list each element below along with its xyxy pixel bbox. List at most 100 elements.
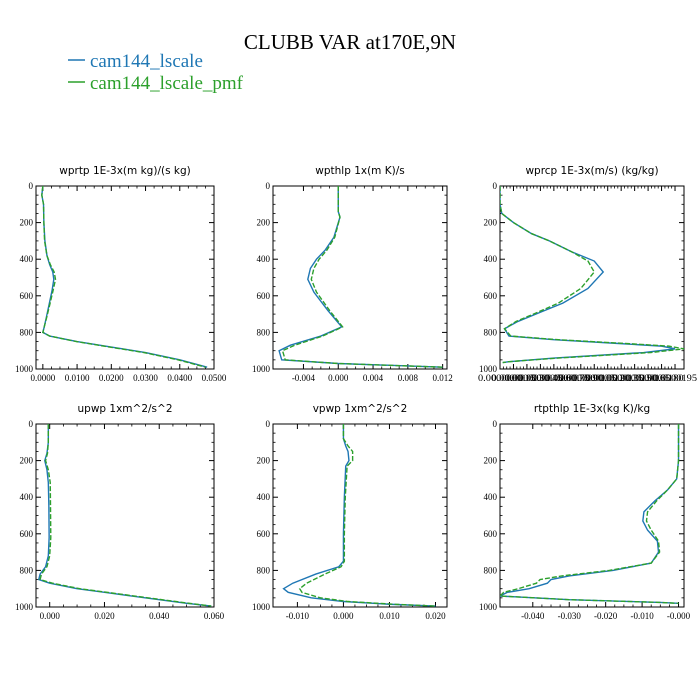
- x-tick-label: 0.012: [433, 373, 453, 383]
- x-tick-label: 0.040: [149, 611, 170, 621]
- y-tick-label: 400: [484, 492, 498, 502]
- x-tick-label: 0.020: [94, 611, 115, 621]
- x-tick-label: -0.010: [630, 611, 654, 621]
- x-tick-label: 0.0000150: [613, 373, 658, 383]
- y-tick-label: 1000: [479, 602, 498, 612]
- y-tick-label: 0: [493, 419, 498, 429]
- x-tick-label: 0.0000180: [640, 373, 685, 383]
- y-tick-label: 200: [20, 218, 34, 228]
- x-tick-label: 0.0000090: [559, 373, 604, 383]
- x-tick-label: 0.0000120: [586, 373, 631, 383]
- y-tick-label: 800: [484, 565, 498, 575]
- y-tick-label: 0: [29, 181, 34, 191]
- x-tick-label: 0.0000045: [518, 373, 563, 383]
- x-tick-label: 0.000: [333, 611, 354, 621]
- y-tick-label: 200: [257, 218, 271, 228]
- x-tick-label: -0.004: [292, 373, 316, 383]
- x-tick-label: 0.0000105: [572, 373, 617, 383]
- y-tick-label: 200: [484, 456, 498, 466]
- legend: cam144_lscale cam144_lscale_pmf: [68, 51, 244, 94]
- y-tick-label: 600: [484, 529, 498, 539]
- y-tick-label: 800: [20, 327, 34, 337]
- plot-frame: [272, 185, 448, 370]
- x-tick-label: 0.020: [425, 611, 446, 621]
- panel-title: wprcp 1E-3x(m/s) (kg/kg): [525, 165, 658, 177]
- y-tick-label: 600: [484, 291, 498, 301]
- plot-frame: [499, 423, 685, 608]
- panel-title: wpthlp 1x(m K)/s: [315, 165, 405, 177]
- x-tick-label: 0.0000015: [491, 373, 536, 383]
- y-tick-label: 800: [257, 327, 271, 337]
- series-line-lscale: [282, 424, 436, 607]
- panel-title: wprtp 1E-3x(m kg)/(s kg): [59, 165, 190, 177]
- x-tick-label: 0.000: [40, 611, 61, 621]
- y-tick-label: 600: [20, 529, 34, 539]
- x-tick-label: 0.0000000: [478, 373, 523, 383]
- x-tick-label: 0.0400: [167, 373, 192, 383]
- x-tick-label: 0.0000075: [545, 373, 590, 383]
- y-tick-label: 0: [266, 419, 271, 429]
- x-tick-label: 0.008: [398, 373, 419, 383]
- x-tick-label: 0.0000060: [532, 373, 577, 383]
- y-tick-label: 800: [484, 327, 498, 337]
- panel-4: vpwp 1xm^2/s^2 0 200 400 600 800 1000 -0.010 0.0…: [252, 403, 448, 621]
- series-line-lscale-pmf: [41, 186, 206, 368]
- panel-3: upwp 1xm^2/s^2 0 200 400 600 800 1000 0.000 0.02…: [15, 403, 225, 621]
- series-line-lscale: [500, 186, 676, 364]
- x-tick-label: 0.004: [363, 373, 384, 383]
- panel-2: wprcp 1E-3x(m/s) (kg/kg) 0 200 400 600 800 100…: [478, 165, 698, 383]
- y-tick-label: 1000: [252, 364, 271, 374]
- x-tick-label: 0.0000135: [599, 373, 644, 383]
- panels: wprtp 1E-3x(m kg)/(s kg) 0 200 400 600 800 100…: [15, 165, 698, 621]
- x-tick-label: 0.0300: [133, 373, 158, 383]
- panel-5: rtpthlp 1E-3x(kg K)/kg 0 200 400 600 800 1000 -…: [479, 403, 691, 621]
- y-tick-label: 800: [20, 565, 34, 575]
- x-tick-label: -0.020: [594, 611, 618, 621]
- x-tick-label: 0.000: [328, 373, 349, 383]
- x-tick-label: 0.060: [204, 611, 225, 621]
- y-tick-label: 1000: [15, 364, 34, 374]
- y-tick-label: 1000: [15, 602, 34, 612]
- series-line-lscale-pmf: [500, 424, 680, 605]
- x-tick-label: 0.0500: [202, 373, 227, 383]
- x-tick-label: -0.030: [558, 611, 582, 621]
- y-tick-label: 800: [257, 565, 271, 575]
- x-tick-label: 0.0000165: [626, 373, 671, 383]
- y-tick-label: 400: [257, 254, 271, 264]
- x-tick-label: 0.0100: [65, 373, 90, 383]
- y-tick-label: 0: [493, 181, 498, 191]
- plot-frame: [272, 423, 448, 608]
- panel-1: wpthlp 1x(m K)/s 0 200 400 600 800 1000 -0.004 0…: [252, 165, 453, 383]
- y-tick-label: 200: [484, 218, 498, 228]
- legend-label-lscale-pmf: cam144_lscale_pmf: [90, 73, 244, 94]
- y-tick-label: 0: [266, 181, 271, 191]
- x-tick-label: 0.0000: [30, 373, 55, 383]
- plot-frame: [35, 423, 215, 608]
- y-tick-label: 0: [29, 419, 34, 429]
- y-tick-label: 600: [257, 529, 271, 539]
- series-line-lscale-pmf: [281, 186, 443, 368]
- panel-title: vpwp 1xm^2/s^2: [313, 403, 408, 415]
- y-tick-label: 1000: [479, 364, 498, 374]
- series-line-lscale: [278, 186, 443, 368]
- y-tick-label: 600: [257, 291, 271, 301]
- y-tick-label: 400: [484, 254, 498, 264]
- panel-title: rtpthlp 1E-3x(kg K)/kg: [534, 403, 650, 415]
- y-tick-label: 1000: [252, 602, 271, 612]
- panel-0: wprtp 1E-3x(m kg)/(s kg) 0 200 400 600 800 100…: [15, 165, 227, 383]
- x-tick-label: -0.040: [521, 611, 545, 621]
- y-tick-label: 400: [20, 254, 34, 264]
- x-tick-label: -0.000: [667, 611, 691, 621]
- x-tick-label: 0.0000030: [505, 373, 550, 383]
- series-line-lscale: [500, 424, 680, 605]
- panel-title: upwp 1xm^2/s^2: [78, 403, 173, 415]
- y-tick-label: 200: [257, 456, 271, 466]
- series-line-lscale-pmf: [39, 424, 212, 607]
- plot-frame: [35, 185, 215, 370]
- x-tick-label: 0.0200: [99, 373, 124, 383]
- figure-title: CLUBB VAR at170E,9N: [244, 30, 456, 54]
- y-tick-label: 400: [20, 492, 34, 502]
- x-tick-label: 0.010: [379, 611, 400, 621]
- x-tick-label: -0.010: [286, 611, 310, 621]
